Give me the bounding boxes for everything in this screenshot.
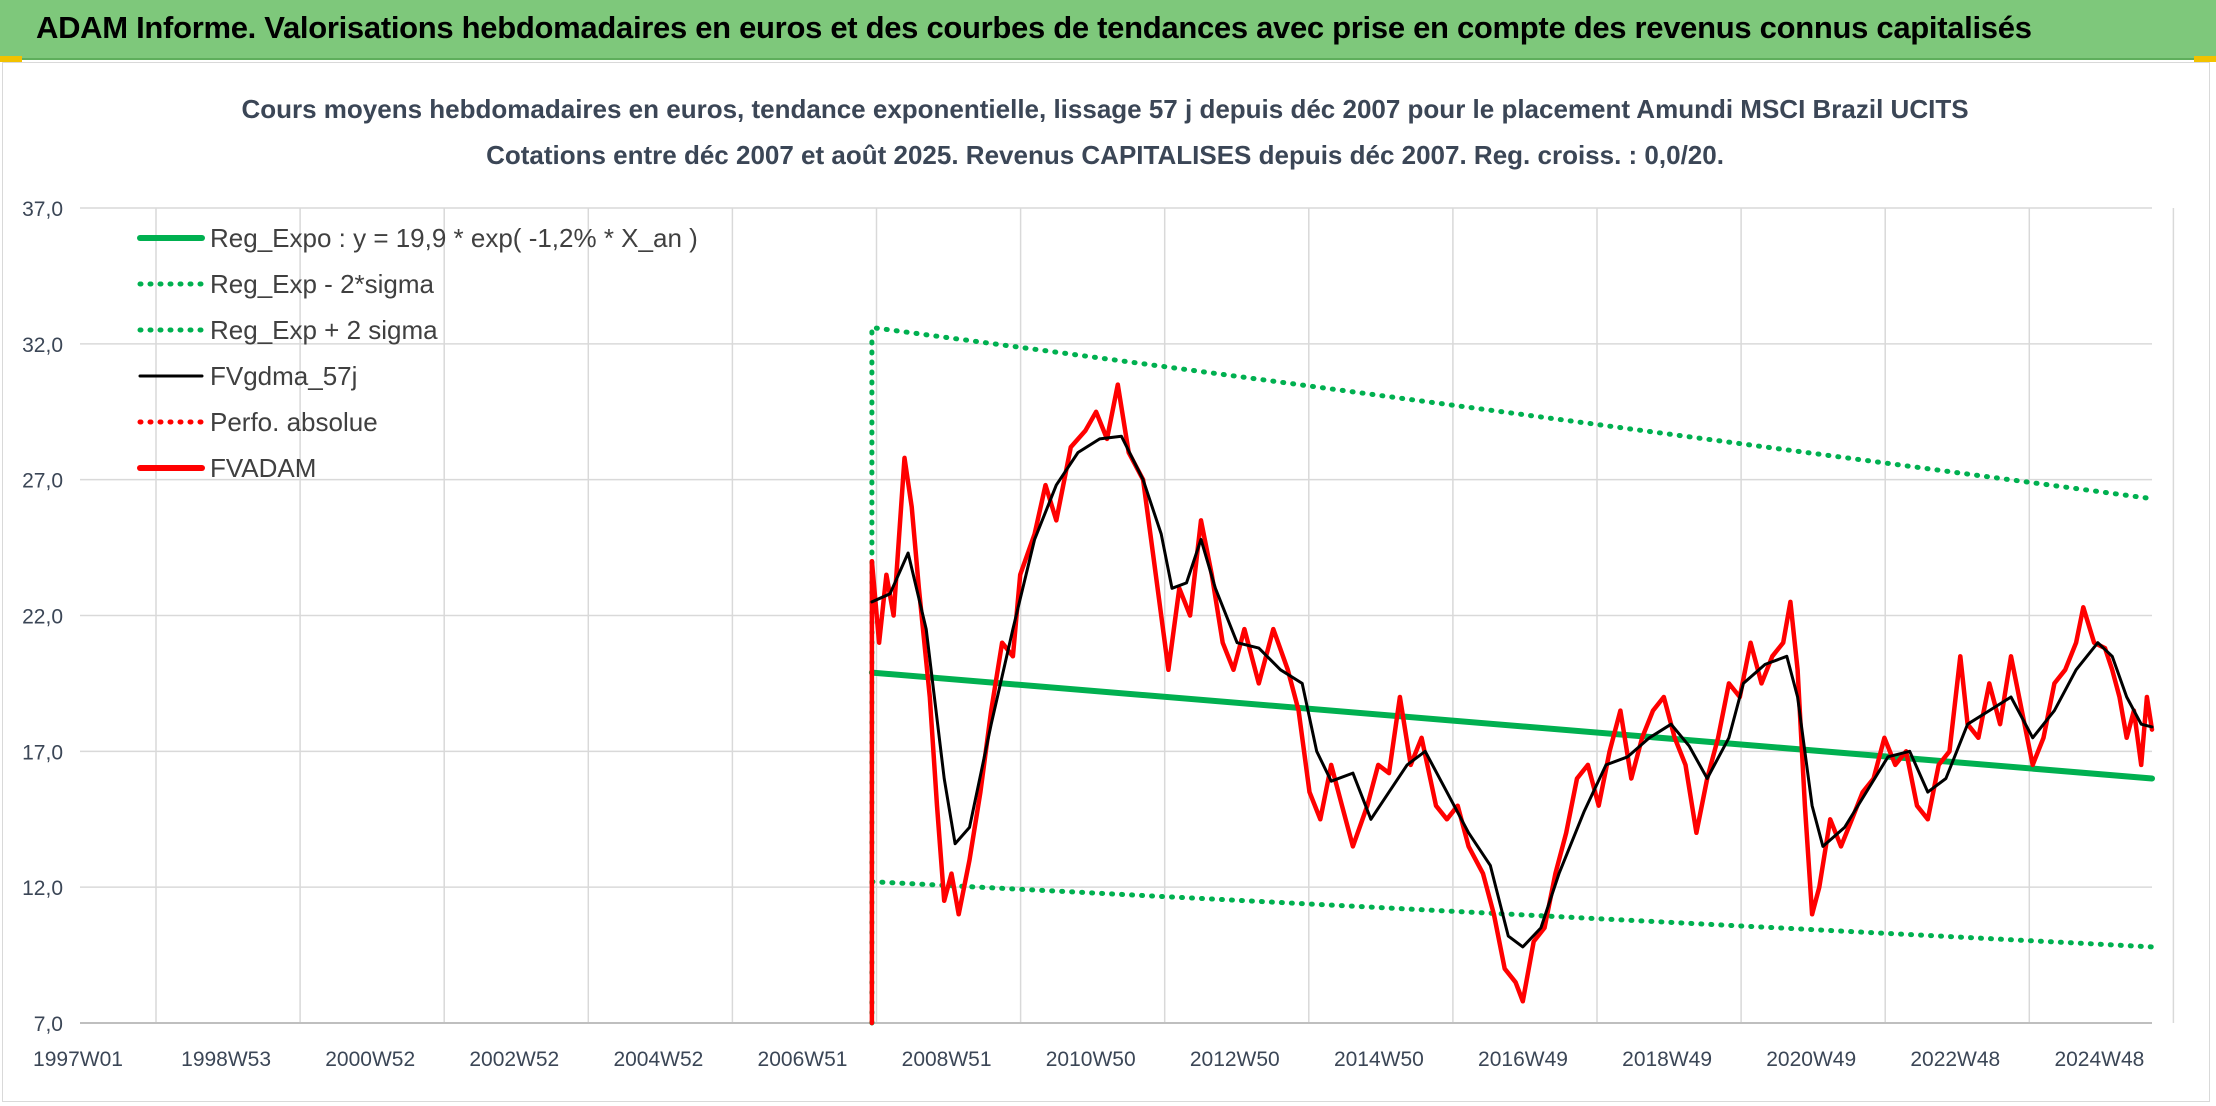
corner-accent-right xyxy=(2194,56,2216,62)
corner-accent-left xyxy=(0,56,22,62)
x-tick-label: 2002W52 xyxy=(469,1048,559,1071)
series-line-fvgdma-57j xyxy=(870,434,2154,949)
series-line-reg-exp-2-sigma xyxy=(869,879,2155,950)
x-tick-label: 2020W49 xyxy=(1766,1048,1856,1071)
y-tick-label: 32,0 xyxy=(22,334,63,357)
x-tick-label: 2018W49 xyxy=(1622,1048,1712,1071)
x-tick-label: 2016W49 xyxy=(1478,1048,1568,1071)
series-line-reg-expo-y-19-9-exp-1-2-x-an xyxy=(868,669,2155,782)
chart-subtitle: Cotations entre déc 2007 et août 2025. R… xyxy=(486,140,1724,170)
chart-title: Cours moyens hebdomadaires en euros, ten… xyxy=(241,94,1968,124)
x-tick-label: 2012W50 xyxy=(1190,1048,1280,1071)
x-axis-ticks: 1997W01 1998W53 2000W52 2002W52 2004W52 2006W… xyxy=(33,1048,2144,1071)
x-tick-label: 2022W48 xyxy=(1910,1048,2000,1071)
series-line-fvadam xyxy=(869,382,2155,1026)
series-lines xyxy=(868,325,2155,1026)
x-tick-label: 2004W52 xyxy=(613,1048,703,1071)
x-tick-label: 2006W51 xyxy=(758,1048,848,1071)
y-axis-ticks: 7,0 12,0 17,0 22,0 27,0 32,0 37,0 xyxy=(22,198,63,1036)
legend-label: FVgdma_57j xyxy=(210,361,357,391)
y-tick-label: 22,0 xyxy=(22,606,63,629)
report-banner: ADAM Informe. Valorisations hebdomadaire… xyxy=(0,0,2216,60)
y-tick-label: 7,0 xyxy=(34,1013,63,1036)
x-tick-label: 2010W50 xyxy=(1046,1048,1136,1071)
x-tick-label: 2024W48 xyxy=(2054,1048,2144,1071)
x-tick-label: 2008W51 xyxy=(902,1048,992,1071)
x-tick-label: 1998W53 xyxy=(181,1048,271,1071)
report-title: ADAM Informe. Valorisations hebdomadaire… xyxy=(36,10,2032,45)
legend-label: Perfo. absolue xyxy=(210,407,378,437)
legend-label: Reg_Exp + 2 sigma xyxy=(210,315,438,345)
x-tick-label: 2014W50 xyxy=(1334,1048,1424,1071)
x-tick-label: 2000W52 xyxy=(325,1048,415,1071)
x-tick-label: 1997W01 xyxy=(33,1048,123,1071)
y-tick-label: 17,0 xyxy=(22,741,63,764)
y-tick-label: 12,0 xyxy=(22,877,63,900)
legend: Reg_Expo : y = 19,9 * exp( -1,2% * X_an … xyxy=(137,223,698,483)
grid xyxy=(80,207,2175,1024)
y-tick-label: 27,0 xyxy=(22,470,63,493)
legend-label: Reg_Exp - 2*sigma xyxy=(210,269,435,299)
legend-label: FVADAM xyxy=(210,453,316,483)
y-tick-label: 37,0 xyxy=(22,198,63,221)
legend-label: Reg_Expo : y = 19,9 * exp( -1,2% * X_an … xyxy=(210,223,698,253)
